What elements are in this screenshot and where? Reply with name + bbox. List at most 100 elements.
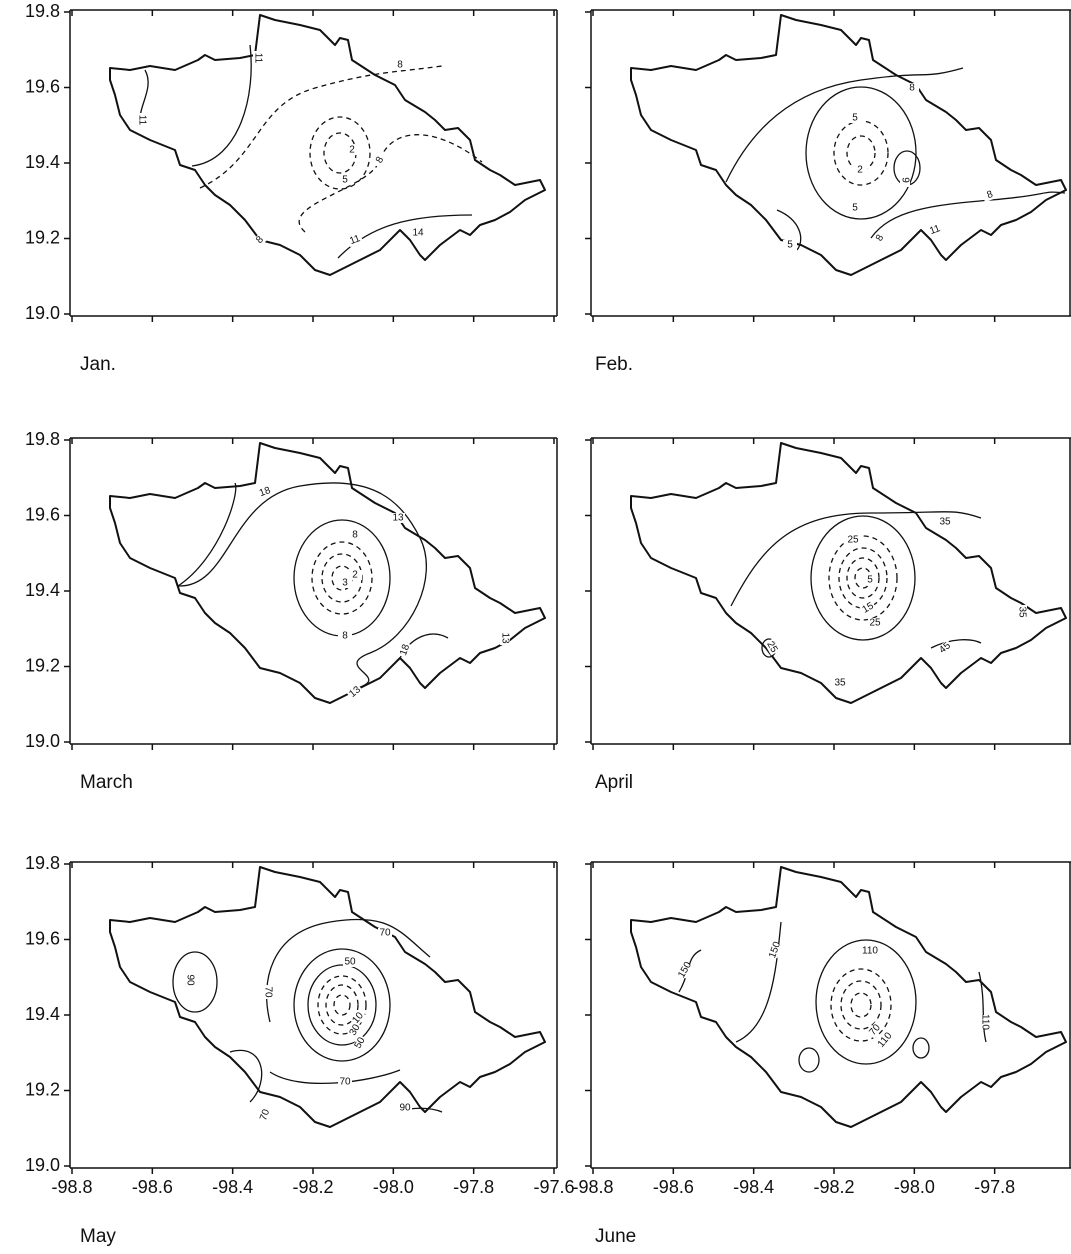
contour-label: 90	[184, 974, 195, 986]
y-tick-label: 19.2	[25, 227, 60, 247]
y-tick-label: 19.4	[25, 152, 60, 172]
contour-label: 25	[764, 640, 779, 656]
contour-label: 110	[979, 1014, 990, 1030]
contour-line	[725, 67, 964, 183]
contour-label-bg	[393, 60, 407, 70]
contour-line	[838, 547, 888, 609]
contour-label: 35	[834, 678, 846, 689]
contour-line	[172, 951, 218, 1013]
contour-label-bg	[338, 631, 352, 641]
contour-label-bg	[938, 517, 952, 527]
contour-label-bg	[253, 51, 263, 65]
contour-line	[776, 209, 802, 251]
y-tick-label: 19.6	[25, 76, 60, 96]
contour-label: 5	[787, 240, 793, 251]
contour-label-bg	[398, 1103, 412, 1113]
x-tick-label: -97.8	[974, 1177, 1015, 1197]
contour-line	[307, 964, 377, 1046]
contour-line	[828, 535, 898, 621]
contour-line	[177, 482, 237, 587]
x-tick-label: -98.0	[373, 1177, 414, 1197]
contour-line	[850, 992, 872, 1018]
contour-label-bg	[185, 973, 195, 987]
contour-line	[730, 511, 982, 607]
contour-line	[298, 134, 483, 233]
contour-label: 5	[867, 575, 873, 586]
contour-line	[840, 980, 882, 1030]
contour-label-bg	[764, 638, 780, 656]
contour-label-bg	[833, 678, 847, 688]
contour-label-bg	[848, 113, 862, 123]
contour-label-bg	[500, 631, 510, 645]
contour-label: 110	[862, 946, 878, 957]
contour-label-bg	[338, 1077, 352, 1087]
contour-line	[846, 557, 880, 599]
contour-line	[846, 135, 876, 171]
contour-label: 25	[869, 618, 881, 629]
contour-label: 2	[857, 165, 863, 176]
contour-label: 150	[767, 940, 783, 960]
contour-label-bg	[981, 187, 999, 203]
contour-line	[830, 968, 892, 1042]
x-tick-label: -98.2	[292, 1177, 333, 1197]
x-tick-label: -98.2	[813, 1177, 854, 1197]
contour-label-bg	[868, 618, 882, 628]
contour-line	[293, 948, 391, 1062]
contour-label-bg	[866, 1021, 884, 1039]
map-panel: -98.8 -98.6 -98.4 -98.2 -98.0 -97.81101501507…	[572, 861, 1071, 1197]
contour-label: 9	[899, 177, 910, 183]
contour-label-bg	[767, 941, 783, 959]
x-tick-label: -97.6	[533, 1177, 574, 1197]
contour-line	[325, 984, 359, 1026]
y-tick-label: 19.6	[25, 504, 60, 524]
contour-label: 25	[847, 535, 859, 546]
contour-line	[269, 1069, 401, 1085]
contour-label-bg	[872, 229, 888, 247]
y-tick-label: 19.8	[25, 1, 60, 21]
contour-label: 2	[352, 570, 358, 581]
x-tick-label: -98.8	[572, 1177, 613, 1197]
x-tick-label: -98.0	[894, 1177, 935, 1197]
contour-label: 11	[136, 115, 147, 126]
contour-label: 45	[937, 640, 953, 656]
x-tick-label: -98.4	[212, 1177, 253, 1197]
contour-label-bg	[411, 228, 425, 238]
contour-label: 70	[339, 1077, 351, 1088]
contour-label: 5	[852, 203, 858, 214]
contour-label-bg	[397, 641, 413, 659]
contour-label: 11	[348, 233, 362, 247]
contour-label: 8	[342, 631, 348, 642]
contour-label: 5	[852, 113, 858, 124]
map-panel: 35 25 5 15 25 35 45 35 25	[585, 437, 1071, 750]
y-tick-label: 19.8	[25, 429, 60, 449]
contour-label: 18	[398, 643, 412, 658]
contour-line	[229, 1049, 263, 1103]
contour-line	[265, 918, 431, 1023]
contour-label-bg	[677, 961, 693, 979]
contour-label: 50	[344, 957, 356, 968]
contour-label-bg	[338, 175, 352, 185]
y-tick-label: 19.6	[25, 928, 60, 948]
panel-label: Jan.	[80, 354, 116, 375]
panel-label: March	[80, 772, 133, 793]
contour-label-bg	[348, 570, 362, 580]
contour-line	[798, 1047, 820, 1073]
y-tick-label: 19.0	[25, 303, 60, 323]
region-outline	[109, 14, 546, 276]
region-outline	[630, 866, 1067, 1128]
contour-label: 8	[909, 83, 915, 94]
contour-label: 70	[258, 1108, 272, 1123]
contour-label-bg	[863, 575, 877, 585]
contour-label-bg	[257, 1106, 273, 1124]
panel-frame	[69, 9, 558, 317]
contour-label: 8	[986, 189, 995, 201]
contour-label-bg	[338, 578, 352, 588]
contour-line	[333, 994, 351, 1016]
contour-label-bg	[853, 165, 867, 175]
contour-line	[735, 921, 782, 1043]
panel-label: April	[595, 772, 633, 793]
contour-label: 30	[348, 1022, 363, 1038]
